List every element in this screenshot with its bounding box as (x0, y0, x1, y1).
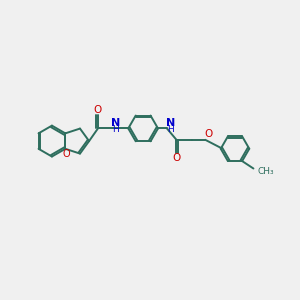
Text: H: H (167, 125, 174, 134)
Text: O: O (172, 153, 181, 163)
Text: O: O (63, 149, 70, 159)
Text: CH₃: CH₃ (258, 167, 274, 176)
Text: N: N (111, 118, 120, 128)
Text: O: O (94, 105, 102, 115)
Text: H: H (112, 125, 119, 134)
Text: O: O (205, 130, 213, 140)
Text: N: N (166, 118, 175, 128)
